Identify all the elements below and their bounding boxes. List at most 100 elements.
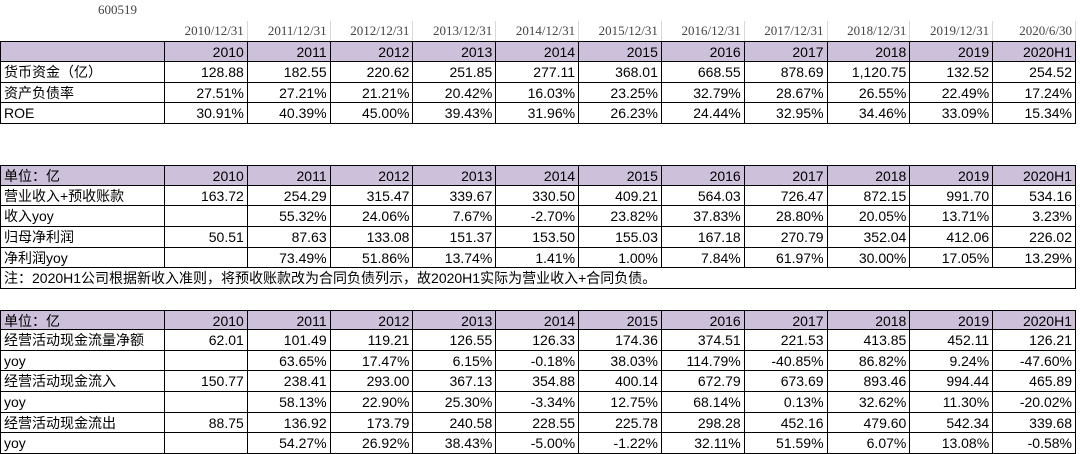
value-cell: 174.36 xyxy=(579,330,662,351)
year-header: 2018 xyxy=(827,165,911,186)
value-cell: 32.62% xyxy=(827,392,911,413)
value-cell: -20.02% xyxy=(993,392,1076,413)
year-header: 2015 xyxy=(579,309,662,331)
year-header: 2020H1 xyxy=(993,41,1076,62)
value-cell: 479.60 xyxy=(827,412,911,434)
year-header: 2013 xyxy=(413,41,497,62)
value-cell: 31.96% xyxy=(496,103,580,124)
year-header: 2012 xyxy=(330,309,414,331)
value-cell: 0.13% xyxy=(744,392,828,413)
value-cell: 51.59% xyxy=(744,433,828,454)
value-cell: 153.50 xyxy=(496,227,580,248)
date-header: 2017/12/31 xyxy=(745,20,828,42)
row-label: 净利润yoy xyxy=(0,247,165,269)
year-header: 2014 xyxy=(496,309,580,331)
value-cell xyxy=(165,350,248,372)
value-cell: 352.04 xyxy=(827,227,911,248)
date-header: 2014/12/31 xyxy=(496,20,580,42)
value-cell: 412.06 xyxy=(910,227,994,248)
date-header: 2016/12/31 xyxy=(662,20,745,42)
year-header: 2014 xyxy=(496,41,580,62)
value-cell: 13.71% xyxy=(910,206,994,227)
year-header: 2011 xyxy=(247,41,331,62)
year-header: 2019 xyxy=(910,165,994,186)
date-header: 2020/6/30 xyxy=(993,20,1076,42)
value-cell: 32.95% xyxy=(744,103,828,124)
value-cell: 68.14% xyxy=(661,392,745,413)
value-cell xyxy=(165,206,248,227)
year-header: 2010 xyxy=(165,165,248,186)
value-cell: 25.30% xyxy=(413,392,497,413)
value-cell: 994.44 xyxy=(910,371,994,393)
value-cell xyxy=(165,247,248,269)
value-cell: 7.84% xyxy=(661,247,745,269)
year-header: 2011 xyxy=(247,309,331,331)
value-cell: 54.27% xyxy=(247,433,331,454)
value-cell: 32.11% xyxy=(661,433,745,454)
row-label: 经营活动现金流出 xyxy=(0,412,165,434)
value-cell: 126.55 xyxy=(413,330,497,351)
value-cell xyxy=(165,433,248,454)
value-cell: 39.43% xyxy=(413,103,497,124)
value-cell: 226.02 xyxy=(993,227,1076,248)
value-cell: 37.83% xyxy=(661,206,745,227)
value-cell: 293.00 xyxy=(330,371,414,393)
value-cell: 1,120.75 xyxy=(827,61,911,83)
value-cell: 452.11 xyxy=(910,330,994,351)
year-header: 2011 xyxy=(247,165,331,186)
value-cell: 58.13% xyxy=(247,392,331,413)
value-cell: 465.89 xyxy=(993,371,1076,393)
year-header: 2012 xyxy=(330,41,414,62)
value-cell: -40.85% xyxy=(744,350,828,372)
year-header: 2016 xyxy=(661,165,745,186)
value-cell: -0.18% xyxy=(496,350,580,372)
value-cell: 119.21 xyxy=(330,330,414,351)
value-cell: 38.43% xyxy=(413,433,497,454)
value-cell: 133.08 xyxy=(330,227,414,248)
value-cell: 277.11 xyxy=(496,61,580,83)
date-header: 2011/12/31 xyxy=(248,20,331,42)
value-cell: 27.51% xyxy=(165,82,248,104)
year-header: 2017 xyxy=(744,309,828,331)
value-cell: 251.85 xyxy=(413,61,497,83)
year-header: 2019 xyxy=(910,309,994,331)
table-unit xyxy=(0,41,165,62)
value-cell: 24.06% xyxy=(330,206,414,227)
value-cell: 155.03 xyxy=(579,227,662,248)
row-label: 货币资金（亿） xyxy=(0,61,165,83)
row-label: yoy xyxy=(0,392,165,413)
value-cell: 40.39% xyxy=(247,103,331,124)
year-header: 2019 xyxy=(910,41,994,62)
year-header: 2020H1 xyxy=(993,165,1076,186)
value-cell: 13.29% xyxy=(993,247,1076,269)
value-cell: 20.05% xyxy=(827,206,911,227)
year-header: 2010 xyxy=(165,41,248,62)
value-cell: 173.79 xyxy=(330,412,414,434)
value-cell: 17.47% xyxy=(330,350,414,372)
year-header: 2018 xyxy=(827,41,911,62)
row-label: 归母净利润 xyxy=(0,227,165,248)
value-cell: 893.46 xyxy=(827,371,911,393)
year-header: 2016 xyxy=(661,41,745,62)
year-header: 2013 xyxy=(413,309,497,331)
value-cell: 151.37 xyxy=(413,227,497,248)
year-header: 2014 xyxy=(496,165,580,186)
value-cell: 114.79% xyxy=(661,350,745,372)
value-cell: 315.47 xyxy=(330,185,414,207)
value-cell: 330.50 xyxy=(496,185,580,207)
value-cell: 126.33 xyxy=(496,330,580,351)
year-header: 2013 xyxy=(413,165,497,186)
value-cell: 11.30% xyxy=(910,392,994,413)
row-label: 经营活动现金流入 xyxy=(0,371,165,393)
value-cell: 534.16 xyxy=(993,185,1076,207)
year-header: 2015 xyxy=(579,41,662,62)
value-cell: 86.82% xyxy=(827,350,911,372)
value-cell: 12.75% xyxy=(579,392,662,413)
value-cell: 668.55 xyxy=(661,61,745,83)
value-cell: 30.00% xyxy=(827,247,911,269)
value-cell: 73.49% xyxy=(247,247,331,269)
value-cell: -0.58% xyxy=(993,433,1076,454)
table-note: 注：2020H1公司根据新收入准则，将预收账款改为合同负债列示，故2020H1实… xyxy=(0,268,1076,289)
row-label: yoy xyxy=(0,433,165,454)
